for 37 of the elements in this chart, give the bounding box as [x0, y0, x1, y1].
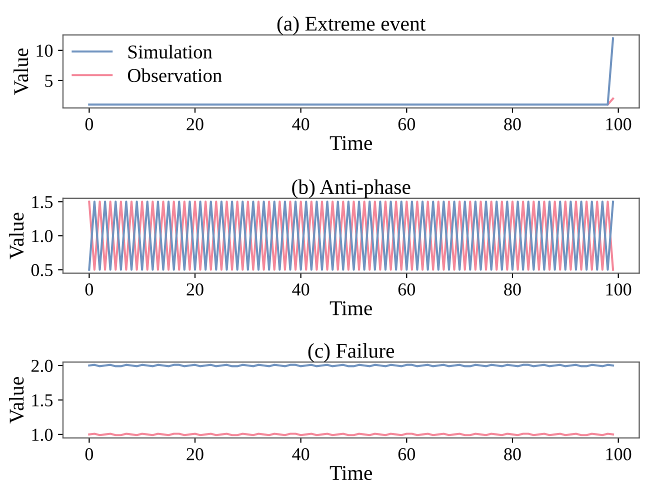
x-tick-label: 20 — [186, 283, 204, 296]
x-tick-label: 100 — [606, 118, 632, 130]
x-tick-label: 60 — [398, 118, 415, 130]
x-tick-label: 0 — [85, 448, 94, 460]
x-tick-label: 20 — [186, 448, 204, 460]
y-tick-label: 0.5 — [31, 264, 53, 276]
x-axis-title: Time — [330, 466, 372, 480]
x-axis-title: Time — [330, 301, 372, 316]
x-tick-label: 0 — [85, 283, 94, 296]
x-tick-label: 80 — [504, 283, 521, 296]
x-tick-label: 0 — [85, 118, 94, 130]
y-axis-title: Value — [14, 48, 28, 95]
y-tick-label: 5 — [45, 74, 53, 87]
chart-title: (c) Failure — [308, 343, 394, 362]
x-tick-label: 100 — [606, 283, 632, 296]
y-tick-label: 1.5 — [32, 394, 53, 406]
x-tick-label: 60 — [398, 283, 415, 296]
x-axis-title: Time — [330, 136, 372, 150]
chart-title: (a) Extreme event — [277, 16, 426, 35]
y-tick-label: 1.0 — [32, 428, 53, 441]
x-tick-label: 20 — [186, 118, 204, 130]
legend-label: Observation — [128, 68, 222, 82]
y-axis-title: Value — [9, 376, 24, 424]
legend-label: Simulation — [128, 44, 212, 59]
x-tick-label: 100 — [606, 448, 632, 460]
x-tick-label: 60 — [398, 448, 415, 460]
y-axis-title: Value — [9, 212, 24, 260]
x-tick-label: 40 — [292, 448, 310, 460]
chart-title: (b) Anti-phase — [292, 179, 410, 198]
y-tick-label: 1.0 — [32, 230, 53, 242]
x-tick-label: 80 — [504, 448, 521, 460]
x-tick-label: 80 — [504, 118, 521, 130]
y-tick-label: 1.5 — [32, 196, 53, 208]
x-tick-label: 40 — [292, 118, 310, 130]
y-tick-label: 2.0 — [31, 360, 53, 372]
y-tick-label: 10 — [36, 44, 53, 57]
x-tick-label: 40 — [292, 283, 310, 296]
